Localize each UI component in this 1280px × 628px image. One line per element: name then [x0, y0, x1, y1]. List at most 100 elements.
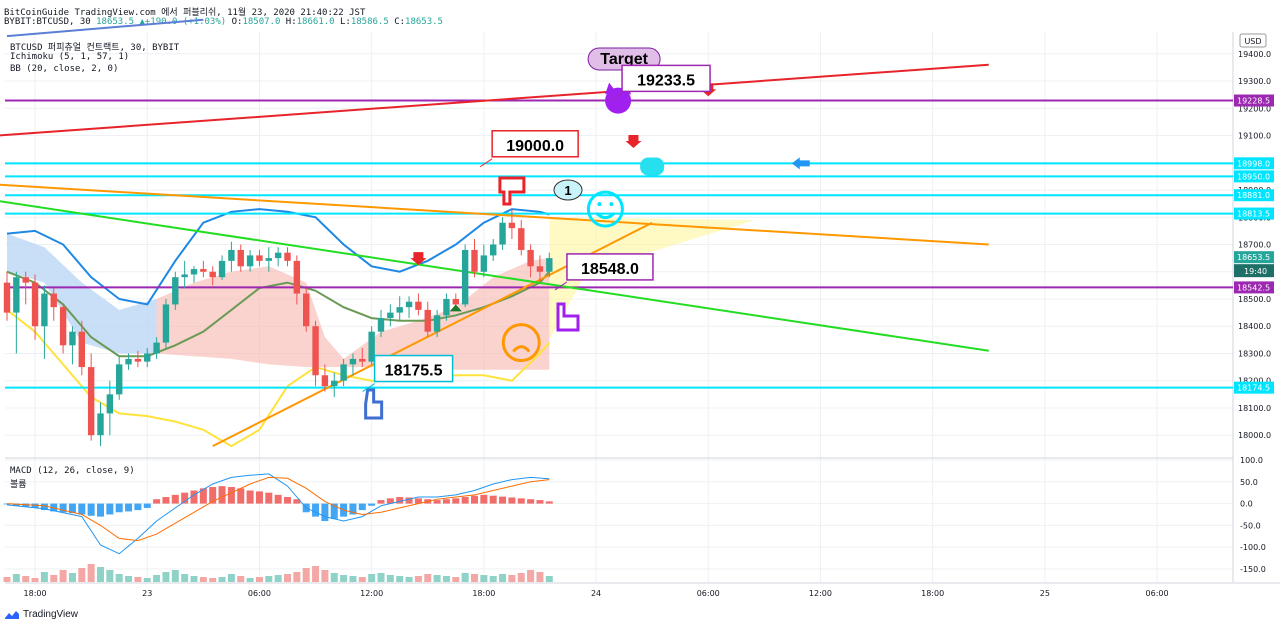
- candle-body: [116, 364, 123, 395]
- price-tick-label: 18200.0: [1238, 377, 1271, 386]
- candle-body: [452, 298, 459, 305]
- price-tick-label: 18700.0: [1238, 241, 1271, 250]
- volume-bar: [246, 578, 254, 582]
- candle-body: [209, 271, 216, 278]
- macd-histogram-bar: [87, 503, 95, 516]
- macd-histogram-bar: [471, 495, 478, 504]
- candle-body: [237, 249, 244, 267]
- macd-histogram-bar: [368, 503, 376, 506]
- volume-bar: [321, 570, 329, 582]
- volume-bar: [237, 576, 245, 582]
- candle-body: [190, 269, 198, 275]
- countdown-tag: [1234, 264, 1274, 278]
- volume-bar: [31, 578, 39, 582]
- candle-body: [69, 331, 76, 346]
- candle-body: [125, 358, 132, 365]
- volume-bar: [433, 575, 441, 582]
- candle-body: [303, 293, 310, 327]
- candle-body: [274, 252, 282, 259]
- macd-histogram-bar: [349, 503, 357, 515]
- brand-label: TradingView: [23, 609, 79, 620]
- volume-bar: [227, 574, 235, 582]
- callout-label: 18548.0: [581, 261, 639, 278]
- level-tag: [1234, 381, 1274, 394]
- volume-bar: [499, 574, 507, 582]
- volume-bar: [209, 578, 217, 582]
- macd-histogram-bar: [134, 503, 142, 511]
- volume-bar: [312, 566, 320, 582]
- price-tick-label: 19100.0: [1238, 132, 1271, 141]
- macd-histogram-bar: [181, 492, 189, 504]
- level-tag-label: 18174.5: [1237, 384, 1270, 393]
- candle-body: [31, 282, 39, 327]
- level-tag: [1234, 189, 1274, 202]
- macd-histogram-bar: [330, 503, 338, 519]
- macd-tick-label: -150.0: [1240, 565, 1266, 574]
- candle-body: [471, 249, 478, 272]
- candle-body: [377, 318, 385, 332]
- candle-body: [387, 312, 394, 319]
- macd-histogram-bar: [508, 497, 516, 504]
- candle-body: [443, 298, 450, 316]
- last-change: 18653.5 ▲+190.0 (+1.03%): [96, 17, 227, 27]
- candle-body: [433, 315, 441, 332]
- volume-bar: [143, 578, 151, 582]
- trend-line-green: [0, 200, 989, 352]
- candle-body: [424, 309, 431, 332]
- macd-histogram-bar: [274, 494, 282, 504]
- level-tag-label: 18881.0: [1237, 191, 1270, 200]
- chart-header: BitCoinGuide TradingView.com 에서 퍼블리쉬, 11…: [0, 0, 1280, 30]
- hand-down-icon: [498, 176, 526, 206]
- publish-info: BitCoinGuide TradingView.com 에서 퍼블리쉬, 11…: [4, 8, 366, 18]
- level-tag: [1234, 281, 1274, 294]
- volume-bar: [106, 570, 114, 582]
- price-tick-label: 19200.0: [1238, 104, 1271, 113]
- arrow-up-icon: [449, 304, 462, 312]
- volume-bar: [302, 568, 310, 582]
- macd-histogram-bar: [78, 503, 86, 515]
- candle-body: [256, 255, 263, 261]
- target-label: Target: [600, 51, 648, 68]
- macd-histogram-bar: [68, 503, 76, 514]
- price-tick-label: 19400.0: [1238, 50, 1271, 59]
- symbol-ohlc-line: BYBIT:BTCUSD, 30 18653.5 ▲+190.0 (+1.03%…: [4, 17, 443, 27]
- macd-histogram-bar: [284, 497, 291, 504]
- bb-label: BB (20, close, 2, 0): [10, 64, 119, 74]
- level-tag-label: 18542.5: [1237, 283, 1270, 292]
- volume-bar: [181, 574, 189, 582]
- level-tag: [1234, 94, 1274, 107]
- price-axis: 18000.0 18100.0 18200.0 18300.0 18400.0 18500…: [1234, 33, 1274, 574]
- volume-bar: [396, 576, 404, 582]
- volume-bar: [199, 577, 207, 582]
- callout-box: [491, 130, 579, 158]
- macd-histogram-bar: [536, 500, 544, 504]
- level-tag-label: 19228.5: [1237, 97, 1270, 106]
- last-price-tag: [1234, 251, 1274, 264]
- time-tick-label: 06:00: [697, 589, 720, 598]
- time-tick-label: 06:00: [1146, 589, 1169, 598]
- candle-body: [415, 301, 422, 310]
- volume-bar: [340, 575, 348, 582]
- volume-bar: [50, 575, 58, 582]
- trend-line-red: [0, 63, 989, 137]
- macd-histogram-bar: [499, 496, 507, 504]
- symbol-label: BYBIT:BTCUSD, 30: [4, 17, 91, 27]
- tradingview-logo[interactable]: TradingView: [4, 609, 78, 620]
- macd-histogram-bar: [218, 486, 226, 504]
- candle-body: [461, 249, 469, 305]
- callout-pointer: [609, 92, 623, 102]
- volume-bar: [386, 575, 394, 582]
- candle-body: [312, 326, 319, 376]
- macd-histogram-bar: [97, 503, 104, 517]
- trend-line-blue: [6, 18, 204, 38]
- candle-body: [172, 277, 179, 305]
- macd-histogram-bar: [527, 499, 535, 504]
- time-tick-label: 18:00: [921, 589, 944, 598]
- candle-body: [97, 413, 104, 436]
- candle-body: [106, 394, 114, 414]
- volume-bar: [162, 572, 170, 582]
- time-tick-label: 18:00: [24, 589, 47, 598]
- smiley-icon: [586, 190, 624, 228]
- volume-bar: [59, 570, 67, 582]
